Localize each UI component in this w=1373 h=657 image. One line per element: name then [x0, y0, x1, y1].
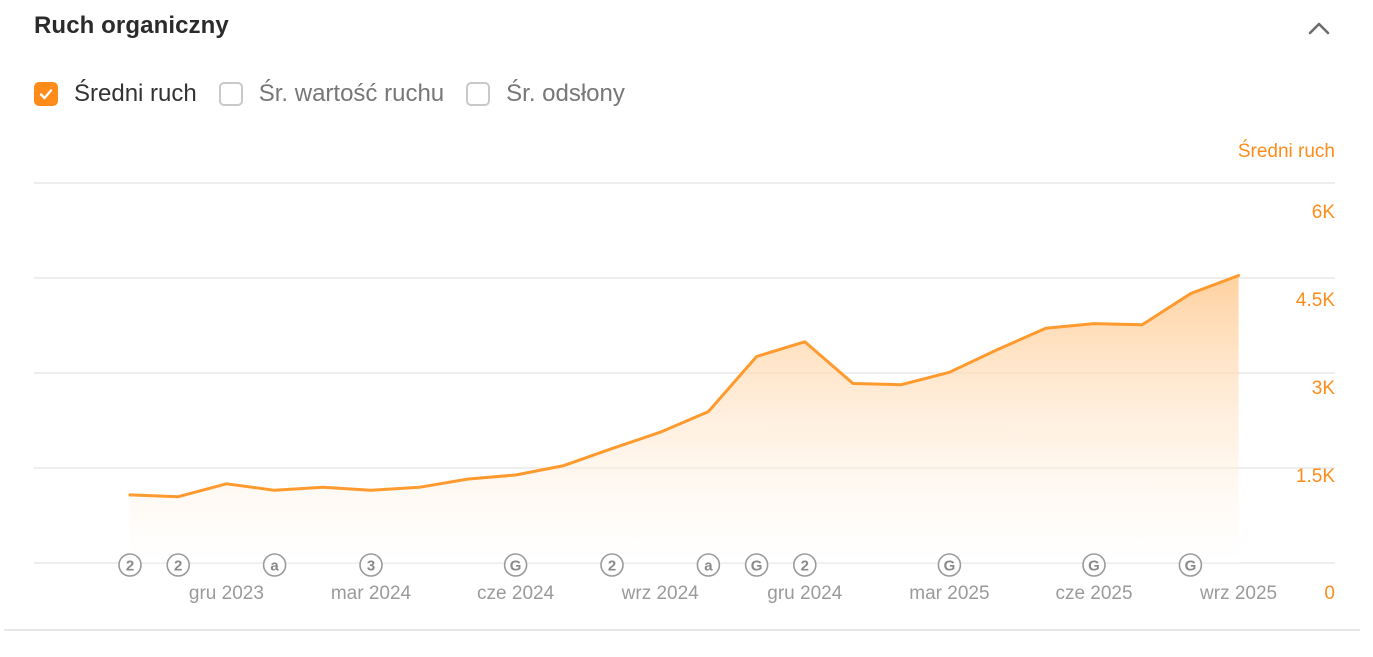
event-marker-label: G — [944, 558, 956, 575]
y-tick-label: 4.5K — [1296, 290, 1335, 311]
event-marker-circle — [1178, 553, 1203, 577]
event-marker-circle — [166, 553, 190, 577]
event-marker-label: a — [704, 558, 713, 575]
y-tick-label: 3K — [1312, 378, 1336, 399]
event-marker[interactable]: a — [696, 553, 721, 577]
x-tick-label: mar 2024 — [331, 583, 412, 604]
event-marker-label: G — [1185, 558, 1197, 575]
x-tick-label: cze 2024 — [477, 583, 555, 604]
y-tick-label: 1.5K — [1296, 466, 1335, 487]
event-marker-circle — [262, 553, 287, 577]
toggle-sredni-ruch[interactable]: Średni ruch — [34, 80, 197, 108]
event-marker-label: G — [1088, 558, 1100, 575]
event-marker[interactable]: 2 — [118, 553, 142, 577]
x-tick-label: gru 2023 — [189, 583, 264, 604]
x-tick-label: mar 2025 — [909, 583, 989, 604]
x-tick-label: gru 2024 — [767, 583, 842, 604]
event-marker[interactable]: G — [1082, 553, 1106, 577]
event-marker-circle — [937, 553, 962, 577]
toggle-label: Śr. odsłony — [506, 80, 625, 107]
series-area — [130, 275, 1239, 563]
checkbox-sredni-ruch[interactable] — [34, 82, 58, 106]
event-marker-label: 2 — [801, 558, 809, 575]
x-tick-label: wrz 2024 — [621, 583, 700, 604]
event-marker-label: G — [751, 558, 763, 575]
toggle-sr-odslony[interactable]: Śr. odsłony — [466, 80, 625, 108]
series-line — [128, 274, 1241, 499]
event-marker[interactable]: G — [503, 553, 528, 577]
event-marker-circle — [600, 553, 624, 577]
event-marker[interactable]: 3 — [359, 553, 383, 577]
toggle-sr-wartosc-ruchu[interactable]: Śr. wartość ruchu — [218, 80, 445, 108]
event-marker-label: 2 — [608, 558, 616, 575]
event-marker-circle — [503, 553, 528, 577]
collapse-button[interactable] — [1303, 14, 1335, 42]
card-bottom-divider — [4, 629, 1360, 631]
toggle-label: Średni ruch — [74, 80, 197, 107]
x-tick-label: cze 2025 — [1055, 583, 1132, 604]
event-marker-label: a — [270, 558, 279, 575]
event-marker[interactable]: a — [262, 553, 287, 577]
chevron-up-icon — [1308, 22, 1330, 35]
event-marker-circle — [744, 553, 769, 577]
event-marker-circle — [118, 553, 142, 577]
y-tick-label: 6K — [1312, 202, 1336, 223]
event-marker-circle — [792, 553, 817, 577]
checkbox-sr-odslony[interactable] — [466, 82, 491, 106]
event-marker-label: 2 — [174, 558, 182, 575]
checkbox-sr-wartosc-ruchu[interactable] — [218, 82, 243, 106]
event-marker-circle — [359, 553, 383, 577]
y-tick-label: 0 — [1324, 583, 1335, 604]
event-marker[interactable]: G — [937, 553, 962, 577]
event-marker[interactable]: G — [744, 553, 769, 577]
metric-toggles: Średni ruch Śr. wartość ruchu Śr. odsłon… — [34, 78, 647, 110]
event-marker[interactable]: 2 — [166, 553, 190, 577]
event-marker[interactable]: 2 — [600, 553, 624, 577]
y-axis-title: Średni ruch — [1237, 141, 1335, 162]
event-marker-label: 3 — [367, 558, 375, 575]
x-tick-label: wrz 2025 — [1199, 583, 1277, 604]
toggle-label: Śr. wartość ruchu — [258, 80, 445, 107]
event-marker-label: 2 — [126, 558, 134, 575]
checkmark-icon — [39, 89, 53, 100]
event-marker-circle — [1082, 553, 1106, 577]
event-marker[interactable]: G — [1178, 553, 1203, 577]
card-title: Ruch organiczny — [34, 12, 229, 39]
event-marker[interactable]: 2 — [792, 553, 817, 577]
event-marker-circle — [696, 553, 721, 577]
event-marker-label: G — [510, 558, 522, 575]
